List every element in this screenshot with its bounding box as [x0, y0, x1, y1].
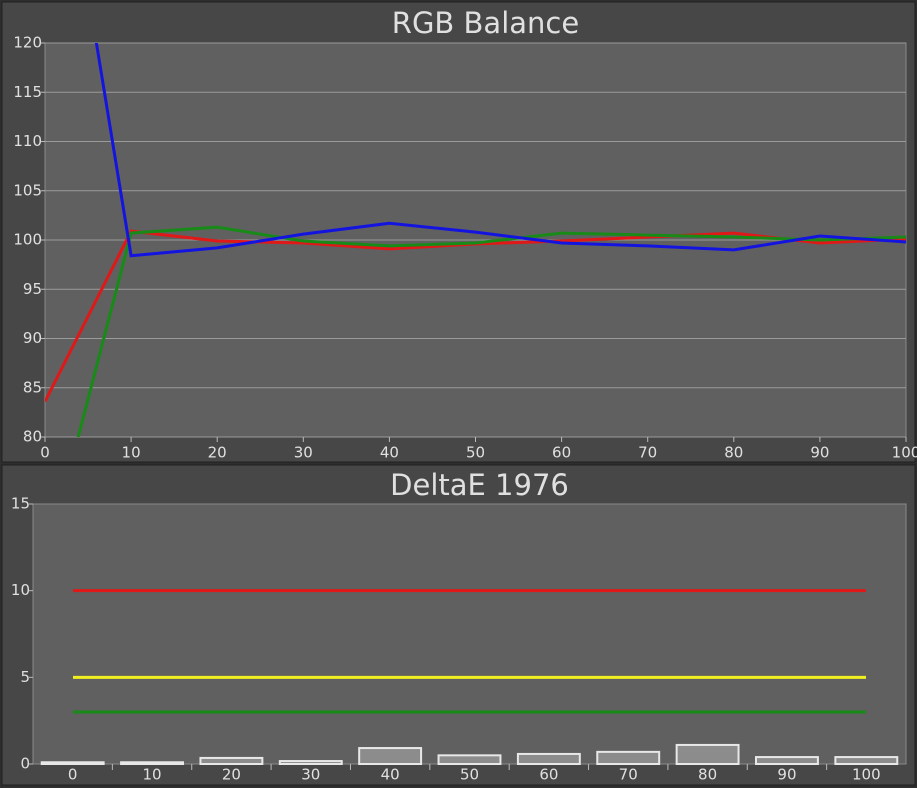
y-tick-label: 120	[13, 34, 42, 52]
x-tick-label: 40	[381, 766, 400, 784]
plot-area	[32, 503, 907, 765]
y-tick-label: 10	[11, 581, 30, 599]
chart-title: RGB Balance	[392, 6, 579, 40]
x-tick-label: 0	[40, 444, 50, 462]
y-tick-label: 85	[23, 378, 42, 396]
x-tick-label: 20	[208, 444, 227, 462]
x-tick-label: 80	[698, 766, 717, 784]
x-tick-label: 90	[777, 766, 796, 784]
y-tick-label: 100	[13, 231, 42, 249]
bar	[834, 756, 899, 765]
x-tick-label: 40	[380, 444, 399, 462]
y-tick-label: 110	[13, 132, 42, 150]
x-tick-label: 100	[892, 444, 917, 462]
bar	[358, 747, 423, 766]
y-tick-label: 80	[23, 428, 42, 446]
x-tick-label: 10	[122, 444, 141, 462]
bar	[40, 761, 105, 765]
chart-title: DeltaE 1976	[390, 468, 569, 502]
bar	[199, 756, 264, 766]
x-tick-label: 70	[638, 444, 657, 462]
x-tick-label: 10	[142, 766, 161, 784]
y-tick-label: 90	[23, 329, 42, 347]
x-tick-label: 100	[852, 766, 881, 784]
bar	[675, 743, 740, 766]
x-tick-label: 60	[552, 444, 571, 462]
y-tick-label: 15	[11, 495, 30, 513]
x-tick-label: 20	[222, 766, 241, 784]
x-tick-label: 50	[466, 444, 485, 462]
x-tick-label: 30	[294, 444, 313, 462]
series-line	[76, 225, 906, 437]
series-line	[94, 43, 906, 258]
x-tick-label: 70	[619, 766, 638, 784]
x-tick-label: 0	[68, 766, 78, 784]
x-tick-label: 30	[301, 766, 320, 784]
bar	[596, 750, 661, 765]
bar	[755, 756, 819, 765]
y-tick-label: 105	[13, 181, 42, 199]
bar	[437, 754, 502, 765]
y-tick-label: 0	[20, 755, 30, 773]
bar	[120, 761, 184, 765]
x-tick-label: 80	[724, 444, 743, 462]
x-tick-label: 90	[810, 444, 829, 462]
y-tick-label: 95	[23, 280, 42, 298]
y-tick-label: 115	[13, 83, 42, 101]
x-tick-label: 60	[539, 766, 558, 784]
bar	[278, 760, 343, 766]
y-tick-label: 5	[20, 668, 30, 686]
bar	[516, 752, 581, 765]
x-tick-label: 50	[460, 766, 479, 784]
